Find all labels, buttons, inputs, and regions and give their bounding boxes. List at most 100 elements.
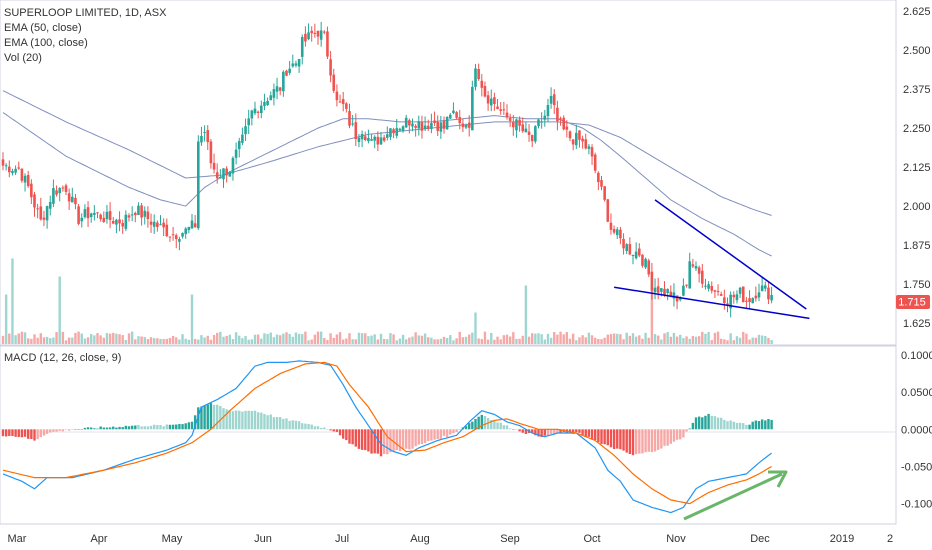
volume-bar bbox=[209, 339, 213, 344]
macd-histogram-bar bbox=[483, 416, 487, 430]
candle-body bbox=[417, 121, 421, 129]
ema-100-legend[interactable]: EMA (100, close) bbox=[4, 37, 88, 49]
candlestick bbox=[622, 233, 625, 255]
macd-histogram-bar bbox=[11, 429, 14, 436]
candle-body bbox=[430, 123, 433, 129]
macd-histogram-bar bbox=[524, 429, 528, 434]
candlestick bbox=[184, 227, 187, 239]
candlestick bbox=[171, 227, 175, 241]
macd-histogram-bar bbox=[540, 429, 543, 438]
macd-histogram-bar bbox=[764, 420, 767, 430]
macd-histogram-bar bbox=[256, 412, 260, 430]
macd-histogram-bar bbox=[553, 429, 556, 435]
volume-bar bbox=[231, 339, 235, 344]
macd-histogram-bar bbox=[644, 429, 647, 453]
candle-body bbox=[288, 68, 291, 73]
candle-body bbox=[767, 287, 770, 300]
candlestick bbox=[606, 198, 610, 223]
candlestick bbox=[256, 110, 260, 119]
symbol-title[interactable]: SUPERLOOP LIMITED, 1D, ASX bbox=[4, 7, 167, 19]
candlestick bbox=[754, 286, 758, 302]
macd-legend: MACD (12, 26, close, 9) bbox=[4, 351, 121, 366]
volume-bar bbox=[770, 339, 773, 344]
volume-bar bbox=[71, 337, 74, 344]
macd-histogram-bar bbox=[616, 429, 619, 449]
trend-arrow-head bbox=[768, 470, 788, 488]
candlestick bbox=[530, 134, 534, 148]
macd-histogram-bar bbox=[304, 423, 307, 430]
candle-body bbox=[622, 238, 625, 249]
candlestick bbox=[644, 257, 647, 270]
candle-body bbox=[228, 171, 232, 177]
volume-bar bbox=[118, 334, 121, 344]
volume-bar bbox=[64, 340, 68, 344]
macd-histogram-bar bbox=[672, 429, 676, 442]
candlestick bbox=[250, 109, 254, 126]
candlestick bbox=[234, 142, 238, 165]
candle-body bbox=[121, 223, 124, 227]
candlestick bbox=[609, 213, 613, 235]
volume-bar bbox=[222, 336, 225, 344]
macd-title[interactable]: MACD (12, 26, close, 9) bbox=[4, 352, 122, 364]
volume-bar bbox=[619, 334, 622, 344]
macd-histogram-bar bbox=[45, 429, 49, 434]
last-price-tag-label: 1.715 bbox=[898, 297, 926, 309]
volume-bar bbox=[767, 337, 770, 344]
volume-bar bbox=[653, 334, 657, 344]
candlestick bbox=[64, 183, 68, 195]
candle-body bbox=[376, 136, 380, 145]
macd-histogram-bar bbox=[493, 420, 496, 430]
candle-body bbox=[467, 122, 471, 128]
candlestick bbox=[253, 101, 257, 116]
macd-histogram-bar bbox=[590, 429, 594, 440]
macd-histogram-bar bbox=[121, 427, 124, 430]
candlestick bbox=[187, 226, 191, 234]
macd-histogram-bar bbox=[357, 429, 361, 449]
candle-body bbox=[379, 137, 383, 145]
macd-histogram-bar bbox=[263, 414, 266, 430]
volume-bar bbox=[392, 334, 395, 344]
macd-histogram-bar bbox=[360, 429, 364, 450]
macd-histogram-bar bbox=[392, 429, 395, 452]
candle-body bbox=[39, 206, 43, 220]
macd-histogram-bar bbox=[216, 404, 219, 430]
candlestick bbox=[433, 111, 436, 127]
candle-body bbox=[527, 131, 531, 135]
macd-histogram-bar bbox=[310, 424, 313, 430]
candlestick bbox=[96, 212, 99, 219]
volume-bar bbox=[735, 336, 739, 344]
candlestick bbox=[770, 286, 773, 304]
volume-bar bbox=[414, 332, 417, 344]
volume-bar bbox=[105, 333, 109, 344]
volume-bar bbox=[663, 333, 666, 344]
macd-histogram-bar bbox=[338, 429, 342, 436]
macd-histogram-bar bbox=[212, 404, 216, 430]
candle-body bbox=[691, 264, 695, 267]
candlestick bbox=[111, 217, 115, 225]
candlestick bbox=[156, 220, 159, 232]
ema-50-legend[interactable]: EMA (50, close) bbox=[4, 22, 82, 34]
volume-bar bbox=[638, 335, 641, 344]
macd-histogram-bar bbox=[556, 429, 559, 433]
candlestick bbox=[411, 118, 414, 132]
macd-histogram-bar bbox=[124, 425, 128, 430]
candlestick bbox=[278, 86, 282, 96]
macd-histogram-bar bbox=[436, 429, 439, 439]
candle-body bbox=[61, 187, 65, 189]
candle-body bbox=[225, 168, 228, 176]
volume-legend[interactable]: Vol (20) bbox=[4, 52, 42, 64]
candlestick bbox=[685, 284, 688, 288]
candle-body bbox=[710, 286, 714, 291]
volume-bar bbox=[250, 339, 254, 344]
volume-bar bbox=[49, 338, 52, 344]
candle-body bbox=[17, 167, 21, 169]
volume-bar bbox=[354, 339, 357, 344]
candlestick bbox=[206, 125, 210, 150]
volume-bar bbox=[701, 331, 704, 344]
candlestick bbox=[329, 51, 332, 83]
volume-bar bbox=[675, 336, 679, 344]
candlestick bbox=[764, 281, 767, 292]
macd-histogram-bar bbox=[729, 420, 732, 430]
candlestick bbox=[23, 173, 27, 192]
volume-bar bbox=[345, 338, 348, 344]
